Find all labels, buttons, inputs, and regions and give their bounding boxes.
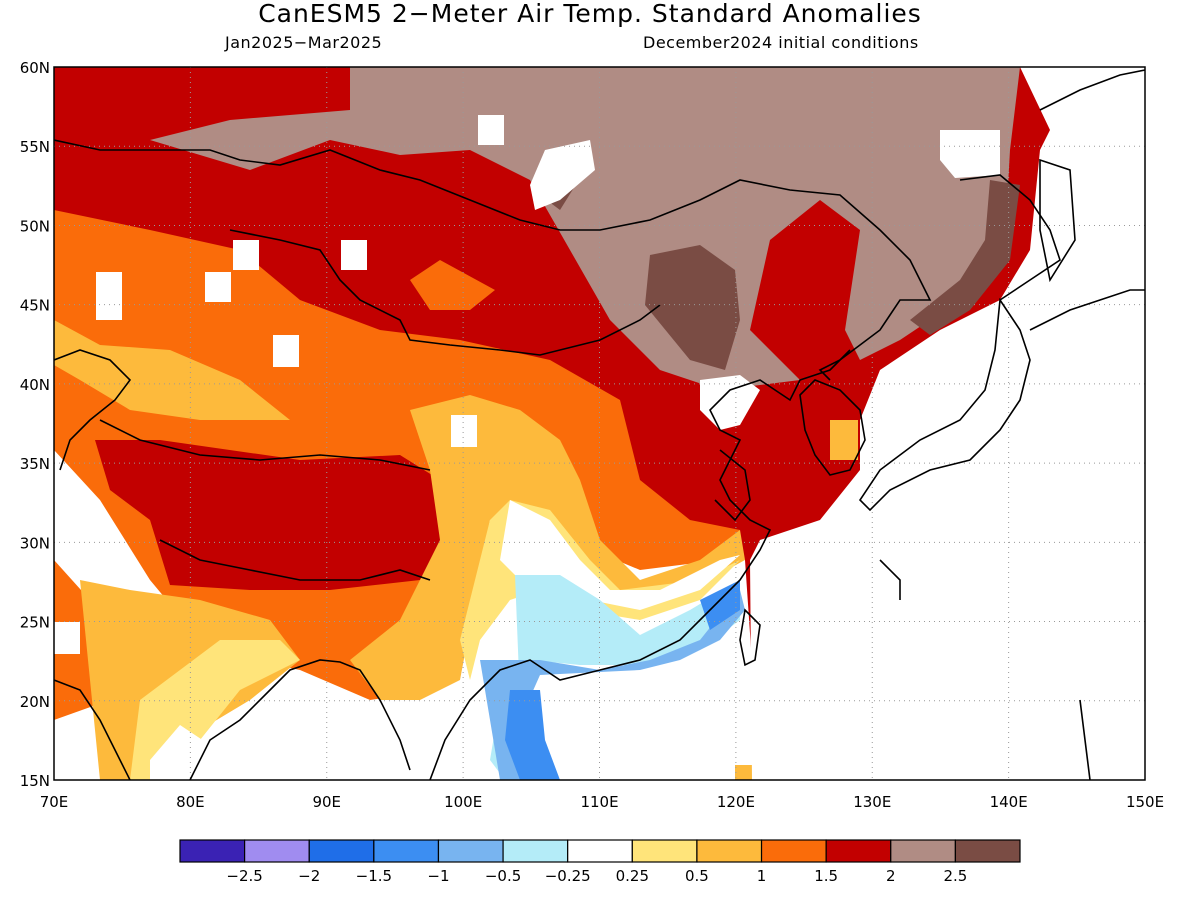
colorbar-swatch	[825, 839, 892, 863]
masked-cells	[54, 67, 1145, 780]
colorbar-label: 1.5	[814, 867, 838, 885]
anomaly-region-neg-0p25-0p5	[490, 575, 740, 780]
lon-tick-label: 120E	[717, 793, 755, 811]
colorbar	[179, 839, 1021, 863]
lat-tick-label: 50N	[20, 217, 50, 235]
colorbar-label: 0.5	[685, 867, 709, 885]
anomaly-region-0p5-1-korea	[830, 420, 858, 460]
anomaly-region-2p5-plus-manchuria	[910, 180, 1020, 335]
colorbar-swatch	[373, 839, 440, 863]
anomaly-region-2p5-plus-mongolia	[645, 245, 740, 370]
lat-tick-label: 35N	[20, 455, 50, 473]
lat-tick-label: 25N	[20, 614, 50, 632]
lat-tick-label: 55N	[20, 138, 50, 156]
colorbar-swatch	[308, 839, 375, 863]
graticule	[54, 67, 1145, 780]
anomaly-field	[54, 67, 1145, 780]
coastlines-borders	[54, 69, 1145, 780]
colorbar-label: −1.5	[356, 867, 392, 885]
colorbar-label: −0.25	[545, 867, 591, 885]
colorbar-swatch	[954, 839, 1021, 863]
lat-tick-label: 20N	[20, 693, 50, 711]
colorbar-swatch	[631, 839, 698, 863]
initial-conditions-label: December2024 initial conditions	[643, 33, 919, 52]
lon-tick-label: 130E	[853, 793, 891, 811]
colorbar-labels: −2.5 −2 −1.5 −1 −0.5 −0.25 0.25 0.5 1 1.5 2 2.5	[226, 867, 967, 885]
longitude-labels: 70E 80E 90E 100E 110E 120E 130E 140E 150E	[40, 793, 1164, 811]
lon-tick-label: 70E	[40, 793, 69, 811]
colorbar-swatch	[890, 839, 956, 863]
colorbar-label: −1	[427, 867, 449, 885]
latitude-labels: 60N 55N 50N 45N 40N 35N 30N 25N 20N 15N	[20, 59, 50, 790]
lat-tick-label: 40N	[20, 376, 50, 394]
lat-tick-label: 45N	[20, 297, 50, 315]
anomaly-region-neg-0p5-1	[480, 590, 745, 780]
anomaly-region-0p5-1-taiwan	[735, 765, 752, 780]
anomaly-region-neg-1-1p5-coast	[700, 580, 740, 630]
map-title: CanESM5 2−Meter Air Temp. Standard Anoma…	[258, 0, 922, 28]
period-label: Jan2025−Mar2025	[225, 33, 383, 52]
colorbar-swatch	[437, 839, 504, 863]
colorbar-swatch	[567, 839, 633, 863]
colorbar-label: −0.5	[485, 867, 521, 885]
anomaly-region-1p5-2-tibet	[95, 440, 445, 590]
lat-tick-label: 15N	[20, 772, 50, 790]
colorbar-label: 1	[757, 867, 767, 885]
lat-tick-label: 30N	[20, 534, 50, 552]
colorbar-label: −2	[298, 867, 320, 885]
lon-tick-label: 150E	[1126, 793, 1164, 811]
colorbar-label: 2	[886, 867, 896, 885]
colorbar-swatch	[244, 839, 310, 863]
colorbar-label: −2.5	[226, 867, 262, 885]
lon-tick-label: 100E	[444, 793, 482, 811]
colorbar-label: 2.5	[943, 867, 967, 885]
lon-tick-label: 140E	[990, 793, 1028, 811]
lon-tick-label: 110E	[580, 793, 618, 811]
colorbar-swatch	[760, 839, 827, 863]
colorbar-label: 0.25	[616, 867, 649, 885]
lon-tick-label: 90E	[312, 793, 341, 811]
colorbar-swatch	[502, 839, 569, 863]
colorbar-swatch	[696, 839, 763, 863]
anomaly-region-1-1p5-kazakh	[410, 260, 495, 310]
anomaly-region-neutral-india	[150, 725, 210, 780]
anomaly-region-2-2p5-mongolia	[150, 67, 1020, 390]
anomaly-region-0p5-1-central-asia	[54, 320, 290, 420]
colorbar-swatch	[179, 839, 246, 863]
lat-tick-label: 60N	[20, 59, 50, 77]
plot-frame	[53, 66, 1146, 781]
lon-tick-label: 80E	[176, 793, 205, 811]
anomaly-region-neg-1-1p5	[505, 690, 560, 780]
